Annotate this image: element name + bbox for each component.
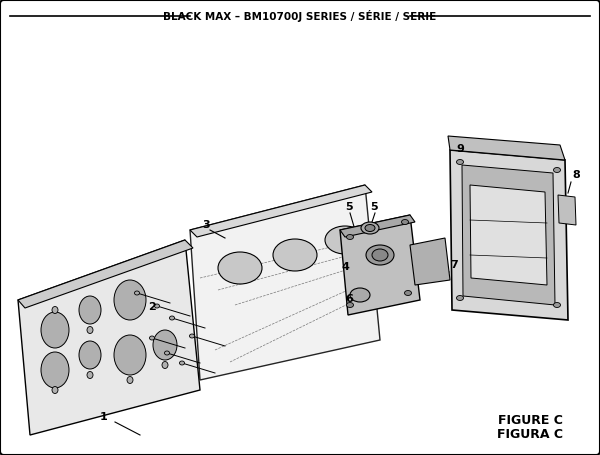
Ellipse shape [218, 252, 262, 284]
Text: 7: 7 [450, 260, 458, 270]
Polygon shape [340, 215, 420, 315]
Ellipse shape [350, 288, 370, 302]
Ellipse shape [170, 316, 175, 320]
Ellipse shape [149, 336, 155, 340]
Ellipse shape [325, 226, 365, 254]
Text: BLACK MAX – BM10700J SERIES / SÉRIE / SERIE: BLACK MAX – BM10700J SERIES / SÉRIE / SE… [163, 10, 437, 22]
Polygon shape [190, 185, 380, 380]
Ellipse shape [155, 304, 160, 308]
Text: 2: 2 [148, 302, 156, 312]
Polygon shape [18, 240, 193, 308]
Text: 5: 5 [345, 202, 353, 212]
Ellipse shape [273, 239, 317, 271]
Text: 5: 5 [370, 202, 377, 212]
Ellipse shape [79, 296, 101, 324]
Text: FIGURA C: FIGURA C [497, 429, 563, 441]
Text: 9: 9 [456, 144, 464, 154]
Ellipse shape [401, 219, 409, 224]
Ellipse shape [114, 335, 146, 375]
Ellipse shape [134, 291, 139, 295]
Ellipse shape [554, 303, 560, 308]
Ellipse shape [79, 341, 101, 369]
Ellipse shape [361, 222, 379, 234]
Ellipse shape [52, 307, 58, 313]
Ellipse shape [114, 280, 146, 320]
Ellipse shape [190, 334, 194, 338]
Ellipse shape [162, 362, 168, 369]
Ellipse shape [153, 330, 177, 360]
Ellipse shape [87, 371, 93, 379]
Ellipse shape [366, 245, 394, 265]
Polygon shape [448, 136, 565, 160]
Ellipse shape [457, 295, 464, 300]
Ellipse shape [554, 167, 560, 172]
Text: 4: 4 [342, 262, 350, 272]
Polygon shape [558, 195, 576, 225]
Ellipse shape [164, 351, 170, 355]
Polygon shape [450, 150, 568, 320]
Text: 6: 6 [345, 294, 353, 304]
Ellipse shape [127, 376, 133, 384]
Ellipse shape [372, 249, 388, 261]
Ellipse shape [41, 352, 69, 388]
Ellipse shape [347, 303, 353, 308]
Polygon shape [340, 215, 415, 237]
Ellipse shape [457, 160, 464, 165]
Ellipse shape [347, 234, 353, 239]
Ellipse shape [87, 327, 93, 334]
Polygon shape [462, 165, 555, 305]
Text: 8: 8 [572, 170, 580, 180]
Ellipse shape [365, 224, 375, 232]
Ellipse shape [41, 312, 69, 348]
Ellipse shape [52, 386, 58, 394]
Polygon shape [18, 240, 200, 435]
Text: FIGURE C: FIGURE C [497, 414, 562, 426]
Text: 1: 1 [100, 412, 108, 422]
Text: 3: 3 [202, 220, 209, 230]
Ellipse shape [404, 290, 412, 295]
Polygon shape [410, 238, 450, 285]
Ellipse shape [179, 361, 185, 365]
Polygon shape [190, 185, 372, 237]
Polygon shape [470, 185, 547, 285]
